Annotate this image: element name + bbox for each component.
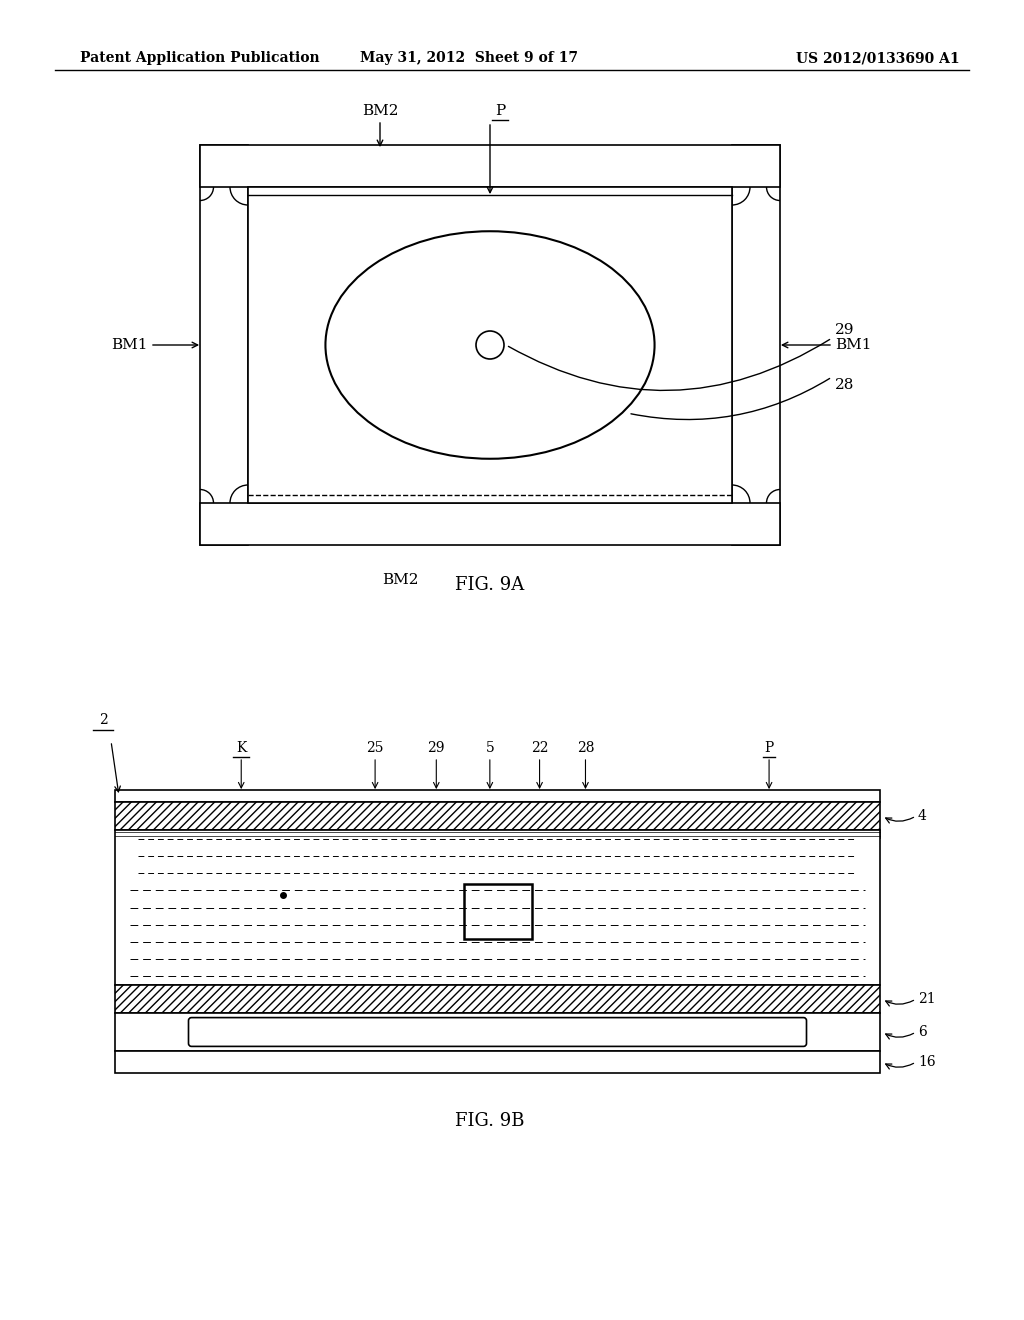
Text: P: P <box>495 104 505 117</box>
Bar <box>177 834 242 847</box>
Text: 29: 29 <box>835 323 854 337</box>
Text: May 31, 2012  Sheet 9 of 17: May 31, 2012 Sheet 9 of 17 <box>360 51 578 65</box>
Text: 28: 28 <box>577 741 594 755</box>
Text: 21: 21 <box>918 993 936 1006</box>
Text: 16: 16 <box>918 1055 936 1069</box>
Bar <box>732 145 780 545</box>
Circle shape <box>476 331 504 359</box>
FancyBboxPatch shape <box>188 1018 807 1047</box>
Bar <box>115 1012 880 1051</box>
Text: 25: 25 <box>367 741 384 755</box>
Text: Patent Application Publication: Patent Application Publication <box>80 51 319 65</box>
Ellipse shape <box>326 231 654 459</box>
Bar <box>200 145 248 545</box>
Text: P: P <box>765 741 774 755</box>
Text: 5: 5 <box>485 741 495 755</box>
Bar <box>464 884 531 940</box>
Bar <box>248 187 732 503</box>
Text: K: K <box>237 741 247 755</box>
Text: 6: 6 <box>918 1026 927 1039</box>
Text: BM2: BM2 <box>382 573 418 587</box>
Text: BM2: BM2 <box>361 104 398 117</box>
Bar <box>115 985 880 1012</box>
Bar <box>200 145 780 187</box>
Text: 4: 4 <box>918 809 927 822</box>
Text: 22: 22 <box>530 741 548 755</box>
Text: BM1: BM1 <box>835 338 871 352</box>
Text: 2: 2 <box>98 713 108 727</box>
Bar <box>115 830 880 985</box>
Text: BM1: BM1 <box>112 338 148 352</box>
Text: FIG. 9A: FIG. 9A <box>456 576 524 594</box>
Text: 29: 29 <box>428 741 445 755</box>
Bar <box>115 789 880 803</box>
Text: FIG. 9B: FIG. 9B <box>456 1111 524 1130</box>
Text: 28: 28 <box>835 378 854 392</box>
Text: US 2012/0133690 A1: US 2012/0133690 A1 <box>797 51 961 65</box>
Bar <box>115 1051 880 1073</box>
Bar <box>753 834 818 847</box>
Bar <box>200 503 780 545</box>
Bar <box>115 803 880 830</box>
Bar <box>115 830 880 838</box>
